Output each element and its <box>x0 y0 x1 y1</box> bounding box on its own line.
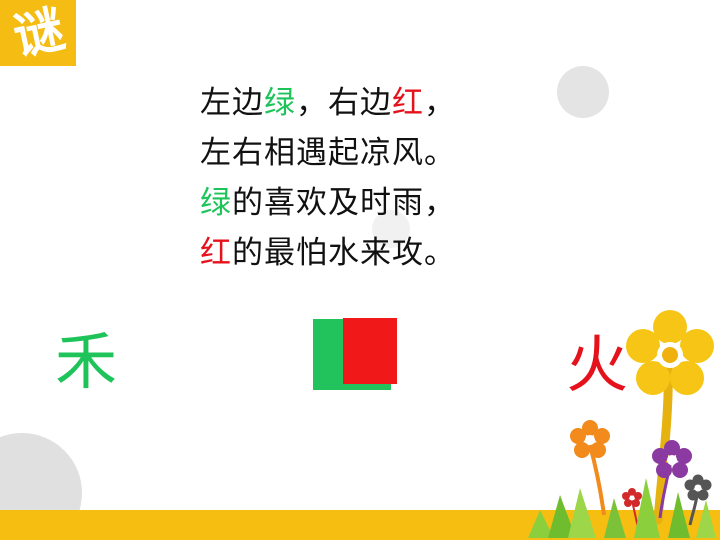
bottom-band <box>0 510 720 540</box>
poem-line-4: 红的最怕水来攻。 <box>200 228 530 278</box>
decor-circle-top <box>557 66 609 118</box>
answer-char-right: 火 <box>566 328 629 401</box>
decor-circle-mid <box>372 210 410 248</box>
riddle-badge: 谜 <box>0 0 76 66</box>
poem-line-4-text: 的最怕水来攻。 <box>232 235 456 271</box>
poem-line-2: 左右相遇起凉风。 <box>200 135 456 171</box>
poem-line-3: 绿的喜欢及时雨， <box>200 178 530 228</box>
poem-line-1-green: 绿 <box>264 85 296 121</box>
poem-line-1-part3: ， <box>424 85 456 121</box>
poem-line-3-text: 的喜欢及时雨， <box>232 185 456 221</box>
poem-line-3-green: 绿 <box>200 185 232 221</box>
poem-line-4-red: 红 <box>200 235 232 271</box>
flower-decoration <box>528 310 716 538</box>
poem-line-1: 左边绿，右边红， <box>200 78 530 128</box>
poem-line-1-part2: ，右边 <box>296 85 392 121</box>
poem-line-1-red: 红 <box>392 85 424 121</box>
red-block <box>343 318 397 384</box>
poem-line-1-part1: 左边 <box>200 85 264 121</box>
riddle-badge-char: 谜 <box>8 0 70 66</box>
riddle-poem: 左边绿，右边红， 左右相遇起凉风。 绿的喜欢及时雨， 红的最怕水来攻。 <box>200 78 530 278</box>
answer-char-left: 禾 <box>55 325 118 398</box>
